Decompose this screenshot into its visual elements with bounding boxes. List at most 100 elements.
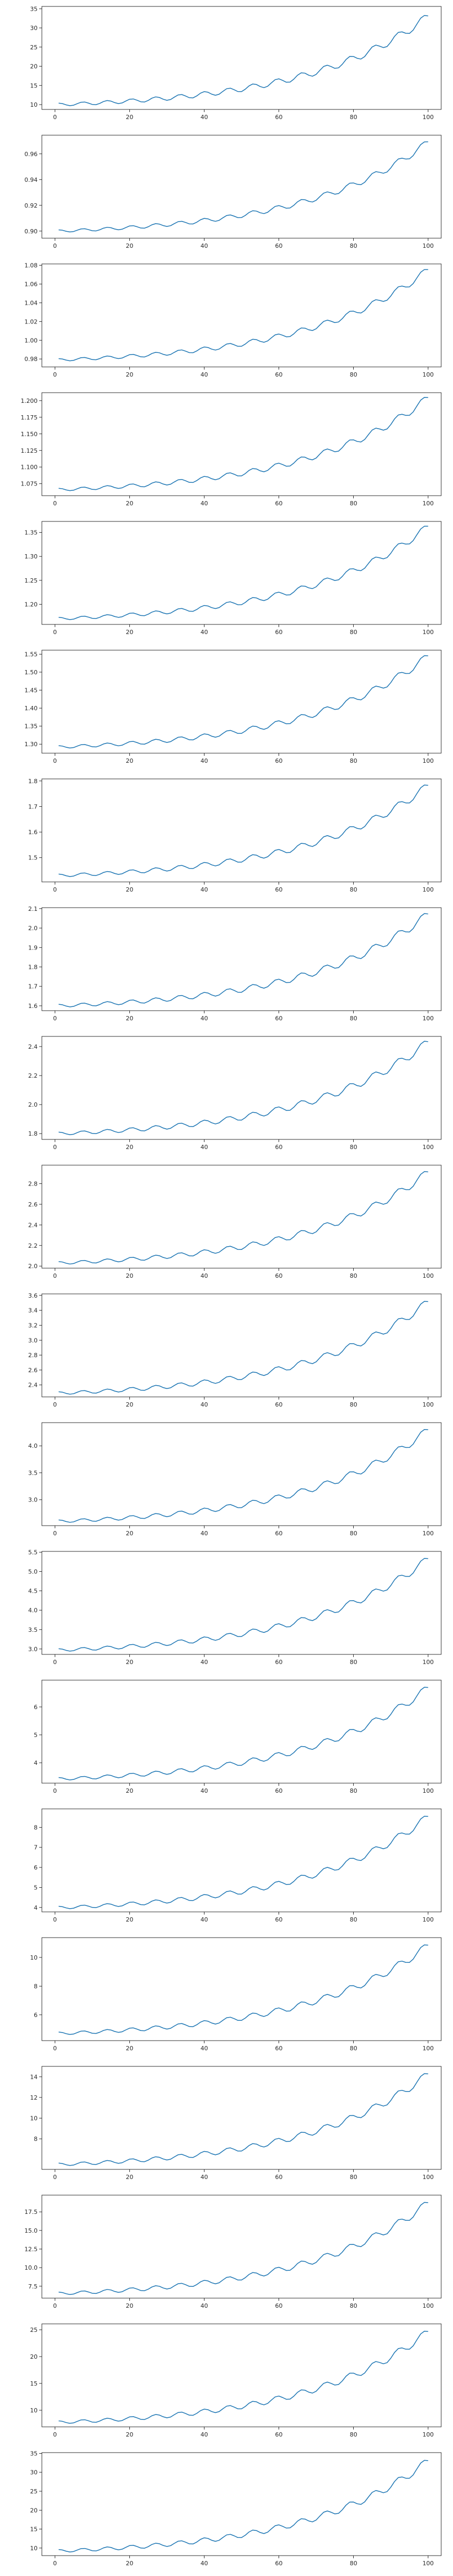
series-line: [59, 1558, 428, 1652]
x-tick-label: 80: [350, 2045, 357, 2052]
y-tick-label: 6: [34, 2012, 38, 2019]
axes-frame: [41, 1293, 442, 1397]
x-tick-label: 80: [350, 500, 357, 507]
y-tick-label: 0.92: [25, 202, 38, 209]
y-tick-label: 1.100: [21, 464, 38, 471]
y-tick-label: 0.94: [25, 176, 38, 183]
y-tick-label: 1.50: [25, 669, 38, 676]
y-tick-label: 1.08: [25, 262, 38, 269]
x-tick-label: 20: [126, 2560, 133, 2567]
x-tick-label: 80: [350, 886, 357, 893]
x-tick-label: 100: [422, 886, 434, 893]
x-tick-label: 80: [350, 371, 357, 378]
series-line: [59, 1301, 428, 1395]
series-line: [59, 396, 428, 491]
x-tick-label: 0: [53, 114, 57, 121]
x-tick-label: 20: [126, 114, 133, 121]
y-tick-label: 1.7: [28, 983, 38, 990]
x-tick-label: 80: [350, 2431, 357, 2438]
x-tick-label: 80: [350, 629, 357, 636]
x-tick-label: 100: [422, 2174, 434, 2181]
x-tick-label: 100: [422, 1401, 434, 1408]
y-tick-label: 30: [30, 25, 38, 32]
y-tick-label: 1.7: [28, 803, 38, 810]
y-tick-label: 1.5: [28, 855, 38, 862]
x-tick-label: 40: [200, 2045, 208, 2052]
x-tick-label: 100: [422, 1144, 434, 1151]
x-tick-label: 100: [422, 1916, 434, 1923]
x-tick-label: 40: [200, 757, 208, 764]
axes-frame: [41, 2066, 442, 2170]
y-tick-label: 2.2: [28, 1242, 38, 1249]
x-tick-label: 40: [200, 1401, 208, 1408]
y-tick-label: 20: [30, 63, 38, 70]
y-tick-label: 2.4: [28, 1382, 38, 1389]
series-line: [59, 2202, 428, 2295]
axes-frame: [41, 2195, 442, 2299]
x-tick-label: 20: [126, 500, 133, 507]
axes-frame: [41, 1551, 442, 1655]
axes-frame: [41, 1680, 442, 1784]
y-tick-label: 2.4: [28, 1221, 38, 1228]
y-tick-label: 1.150: [21, 431, 38, 438]
x-tick-label: 20: [126, 1015, 133, 1022]
x-tick-label: 20: [126, 629, 133, 636]
series-line: [59, 2330, 428, 2424]
x-tick-label: 60: [275, 2560, 283, 2567]
x-tick-label: 20: [126, 757, 133, 764]
x-tick-label: 80: [350, 2302, 357, 2309]
axes-frame: [41, 2323, 442, 2427]
x-tick-label: 0: [53, 1659, 57, 1666]
x-tick-label: 20: [126, 1916, 133, 1923]
x-tick-label: 80: [350, 114, 357, 121]
x-tick-label: 40: [200, 2302, 208, 2309]
subplot-19: 0 20 40 60 80 100 10 15 20 25: [30, 2323, 442, 2438]
y-tick-label: 3.4: [28, 1307, 38, 1314]
y-tick-label: 2.2: [28, 1072, 38, 1079]
x-tick-label: 40: [200, 371, 208, 378]
y-tick-label: 20: [30, 2353, 38, 2360]
subplot-8: 0 20 40 60 80 100 1.6 1.7 1.8 1.9 2.0 2.1: [28, 906, 442, 1022]
y-tick-label: 20: [30, 2507, 38, 2514]
x-tick-label: 80: [350, 757, 357, 764]
y-tick-label: 17.5: [25, 2209, 38, 2216]
x-tick-label: 80: [350, 2560, 357, 2567]
y-tick-label: 1.8: [28, 778, 38, 785]
y-tick-label: 0.96: [25, 151, 38, 158]
y-tick-label: 1.02: [25, 318, 38, 325]
series-line: [59, 2460, 428, 2552]
x-tick-label: 40: [200, 2174, 208, 2181]
y-tick-label: 2.1: [28, 906, 38, 912]
y-tick-label: 1.175: [21, 414, 38, 421]
y-tick-label: 3.5: [28, 1626, 38, 1633]
x-tick-label: 40: [200, 1144, 208, 1151]
x-tick-label: 0: [53, 1272, 57, 1279]
y-tick-label: 30: [30, 2469, 38, 2476]
y-tick-label: 1.00: [25, 337, 38, 344]
x-tick-label: 60: [275, 629, 283, 636]
y-tick-label: 2.0: [28, 1101, 38, 1108]
x-tick-label: 60: [275, 114, 283, 121]
y-tick-label: 10: [30, 2115, 38, 2122]
y-tick-label: 7.5: [28, 2283, 38, 2290]
y-tick-label: 12: [30, 2094, 38, 2101]
subplot-17: 0 20 40 60 80 100 8 10 12 14: [30, 2066, 442, 2181]
y-tick-label: 3.0: [28, 1646, 38, 1653]
x-tick-label: 0: [53, 500, 57, 507]
x-tick-label: 0: [53, 757, 57, 764]
subplot-5: 0 20 40 60 80 100 1.20 1.25 1.30 1.35: [25, 521, 442, 636]
x-tick-label: 100: [422, 114, 434, 121]
x-tick-label: 80: [350, 2174, 357, 2181]
x-tick-label: 20: [126, 242, 133, 249]
y-tick-label: 6: [34, 1864, 38, 1871]
x-tick-label: 100: [422, 1015, 434, 1022]
x-tick-label: 40: [200, 2560, 208, 2567]
y-tick-label: 1.20: [25, 601, 38, 608]
y-tick-label: 15: [30, 82, 38, 89]
x-tick-label: 60: [275, 2174, 283, 2181]
x-tick-label: 80: [350, 1272, 357, 1279]
x-tick-label: 20: [126, 1787, 133, 1794]
y-tick-label: 1.40: [25, 705, 38, 712]
y-tick-label: 3.2: [28, 1322, 38, 1329]
